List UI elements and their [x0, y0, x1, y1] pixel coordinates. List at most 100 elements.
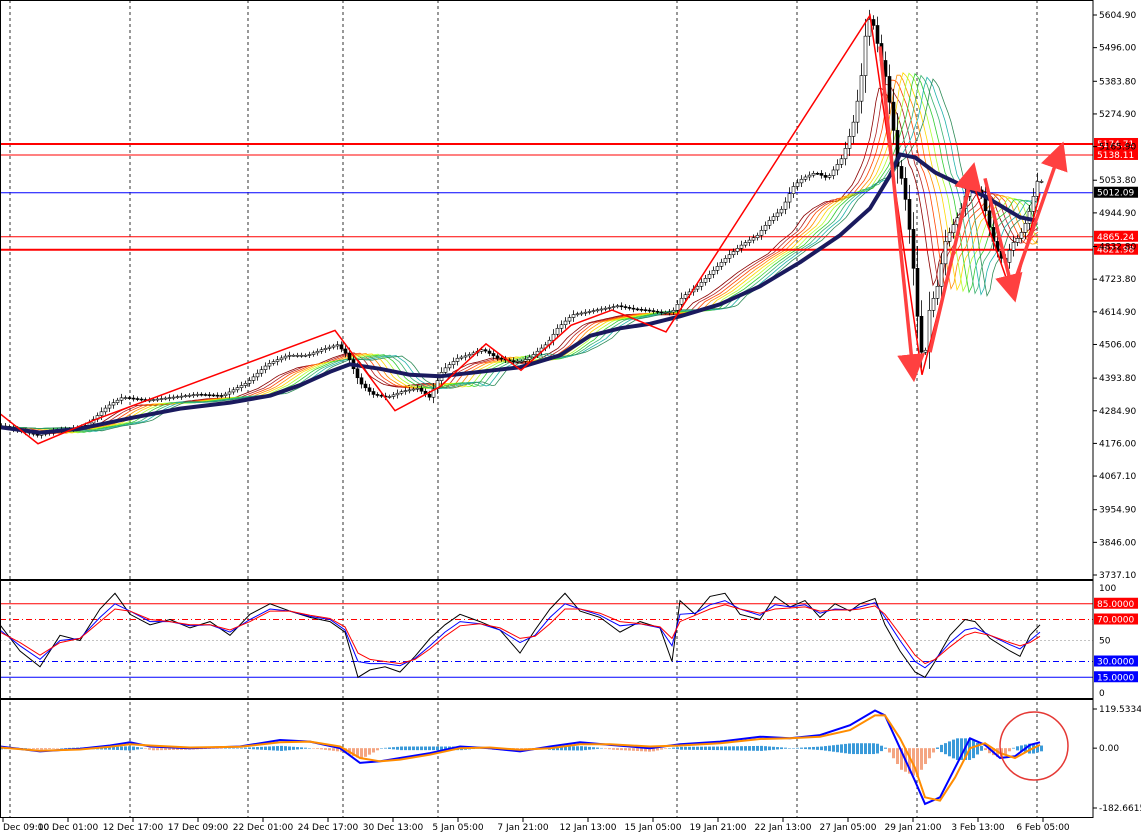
- price-tick-label: 5383.80: [1099, 77, 1136, 87]
- candle-body: [859, 75, 864, 102]
- macd-histogram-bar: [336, 748, 339, 752]
- candle-body: [99, 411, 104, 416]
- candle-body: [235, 387, 240, 391]
- price-tick-label: 5604.90: [1099, 11, 1136, 21]
- macd-histogram-bar: [584, 746, 587, 751]
- price-border: [0, 0, 1094, 580]
- candle-body: [587, 311, 592, 313]
- candle-body: [411, 388, 416, 391]
- macd-histogram-bar: [60, 748, 63, 749]
- macd-histogram-bar: [608, 748, 611, 750]
- macd-histogram-bar: [440, 746, 443, 751]
- macd-histogram-bar: [128, 746, 131, 751]
- stoch-tick-label: 100: [1099, 584, 1116, 594]
- candle-body: [123, 397, 128, 399]
- macd-panel[interactable]: [0, 709, 1043, 806]
- candle-body: [739, 244, 744, 249]
- highlight-circle: [999, 711, 1069, 781]
- macd-histogram-bar: [908, 748, 911, 774]
- candle-body: [243, 383, 248, 386]
- candle-body: [579, 312, 584, 315]
- candle-body: [699, 282, 704, 287]
- candle-body: [891, 101, 896, 131]
- price-tick-label: 4176.00: [1099, 439, 1136, 449]
- candle-body: [583, 311, 588, 314]
- price-tick-label: 4393.80: [1099, 374, 1136, 384]
- candle-body: [639, 308, 644, 311]
- candle-body: [331, 345, 336, 348]
- macd-histogram-bar: [712, 746, 715, 751]
- macd-histogram-bar: [424, 746, 427, 751]
- macd-histogram-bar: [324, 748, 327, 750]
- candle-body: [323, 348, 328, 350]
- macd-histogram-bar: [724, 746, 727, 751]
- macd-histogram-bar: [820, 746, 823, 751]
- candle-body: [803, 176, 808, 180]
- candle-body: [683, 294, 688, 299]
- macd-histogram-bar: [148, 748, 151, 750]
- level-tag-label: 4821.98: [1097, 246, 1134, 256]
- macd-histogram-bar: [920, 748, 923, 770]
- macd-histogram-bar: [36, 748, 39, 750]
- candle-body: [419, 387, 424, 392]
- macd-histogram-bar: [432, 746, 435, 751]
- ema-line: [0, 74, 1039, 433]
- macd-histogram-bar: [816, 746, 819, 750]
- macd-histogram-bar: [428, 746, 431, 751]
- macd-histogram-bar: [280, 745, 283, 751]
- macd-histogram-bar: [708, 746, 711, 751]
- candle-body: [167, 397, 172, 399]
- macd-histogram-bar: [296, 747, 299, 750]
- candle-body: [723, 258, 728, 263]
- macd-histogram-bar: [720, 746, 723, 751]
- macd-histogram-bar: [700, 746, 703, 750]
- candle-body: [679, 297, 684, 305]
- time-tick-label: 27 Jan 05:00: [820, 823, 877, 832]
- candle-body: [711, 270, 716, 275]
- macd-histogram-bar: [172, 748, 175, 750]
- macd-histogram-bar: [648, 748, 651, 752]
- price-tick-label: 5496.00: [1099, 44, 1136, 54]
- candle-body: [779, 208, 784, 214]
- price-tick-label: 3737.10: [1099, 571, 1136, 581]
- candle-body: [1019, 232, 1024, 239]
- macd-histogram-bar: [916, 748, 919, 776]
- candle-body: [531, 354, 536, 358]
- macd-histogram-bar: [1036, 744, 1039, 753]
- macd-histogram-bar: [444, 746, 447, 751]
- macd-histogram-bar: [680, 746, 683, 750]
- candle-body: [871, 19, 876, 26]
- stochastic-panel[interactable]: [0, 592, 1093, 679]
- macd-histogram-bar: [784, 747, 787, 749]
- candle-body: [943, 241, 948, 265]
- macd-histogram-bar: [848, 743, 851, 754]
- time-tick-label: 7 Jan 21:00: [497, 823, 549, 832]
- candle-body: [843, 148, 848, 160]
- candle-body: [315, 350, 320, 354]
- time-tick-label: 5 Jan 05:00: [432, 823, 484, 832]
- macd-histogram-bar: [776, 747, 779, 750]
- macd-histogram-bar: [744, 746, 747, 751]
- candle-body: [239, 385, 244, 388]
- candle-body: [403, 390, 408, 392]
- candle-body: [499, 357, 504, 360]
- candle-body: [815, 172, 820, 175]
- macd-histogram-bar: [164, 748, 167, 751]
- macd-histogram-bar: [764, 746, 767, 751]
- price-tick-label: 5274.90: [1099, 110, 1136, 120]
- candle-body: [375, 394, 380, 396]
- candle-body: [559, 324, 564, 329]
- macd-histogram-bar: [592, 747, 595, 750]
- candle-body: [1011, 242, 1016, 251]
- macd-histogram-bar: [772, 746, 775, 750]
- macd-histogram-bar: [740, 746, 743, 751]
- macd-histogram-bar: [896, 748, 899, 765]
- macd-histogram-bar: [640, 748, 643, 752]
- candle-body: [627, 307, 632, 309]
- candle-body: [655, 310, 660, 313]
- macd-histogram-bar: [392, 747, 395, 750]
- candle-body: [671, 309, 676, 313]
